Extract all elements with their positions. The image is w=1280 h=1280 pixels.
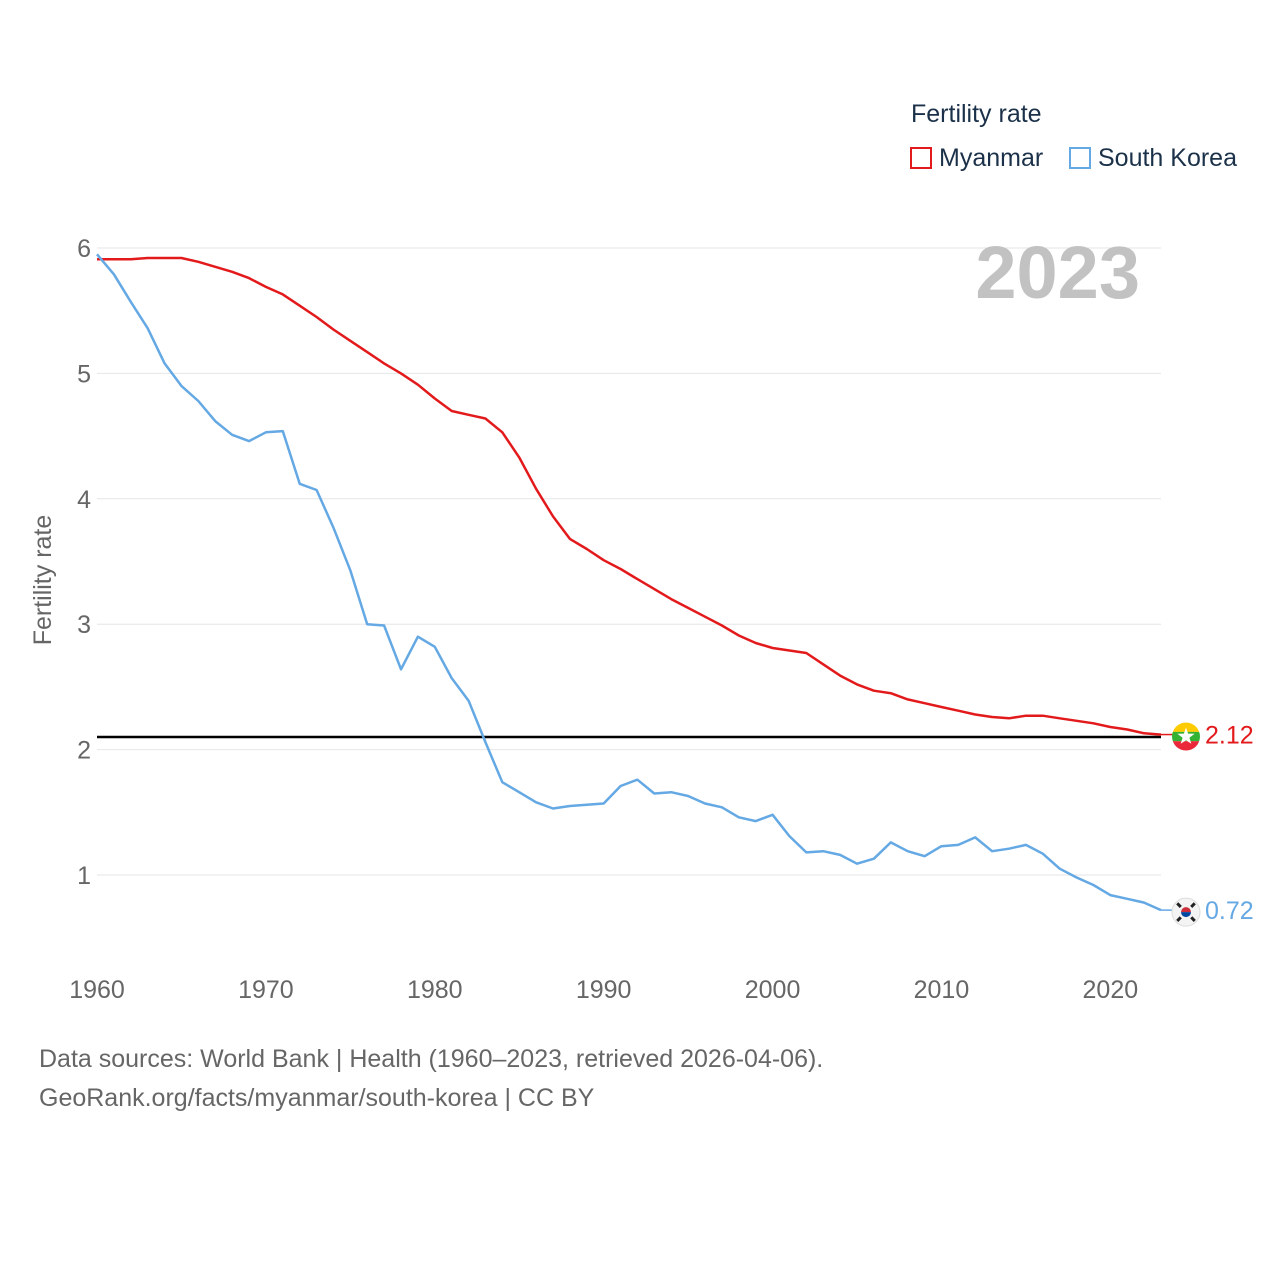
legend-label-myanmar: Myanmar — [939, 143, 1044, 172]
x-tick-label-2000: 2000 — [745, 976, 801, 1004]
x-tick-label-1990: 1990 — [576, 976, 632, 1004]
flag-icon-south-korea — [1171, 897, 1201, 927]
legend-swatch-south-korea — [1069, 147, 1091, 169]
x-tick-label-1980: 1980 — [407, 976, 463, 1004]
gridlines — [97, 247, 1161, 876]
x-tick-label-2010: 2010 — [914, 976, 970, 1004]
series-lines — [96, 253, 1162, 912]
legend-title: Fertility rate — [911, 100, 1042, 128]
y-tick-label-3: 3 — [77, 611, 91, 639]
x-tick-label-1960: 1960 — [69, 976, 125, 1004]
footer-sources: Data sources: World Bank | Health (1960–… — [39, 1045, 824, 1073]
x-tick-label-1970: 1970 — [238, 976, 294, 1004]
y-tick-label-1: 1 — [77, 862, 91, 890]
flag-icon-myanmar — [1172, 722, 1200, 751]
end-value-label-south-korea: 0.72 — [1205, 897, 1254, 925]
series-line-south-korea — [96, 253, 1162, 912]
series-end-markers: 2.12 0.72 — [1161, 722, 1254, 927]
x-axis-ticks: 1960 1970 1980 1990 2000 2010 2020 — [69, 976, 1138, 1004]
end-value-label-myanmar: 2.12 — [1205, 722, 1254, 750]
y-tick-label-2: 2 — [77, 737, 91, 765]
legend-item-myanmar[interactable]: Myanmar — [910, 143, 1043, 173]
legend-label-south-korea: South Korea — [1098, 143, 1237, 172]
y-axis-ticks: 1 2 3 4 5 6 — [77, 235, 91, 890]
y-axis-label: Fertility rate — [29, 515, 57, 646]
y-tick-label-4: 4 — [77, 486, 91, 514]
x-tick-label-2020: 2020 — [1083, 976, 1139, 1004]
footer-attribution[interactable]: GeoRank.org/facts/myanmar/south-korea | … — [39, 1084, 595, 1112]
y-tick-label-6: 6 — [77, 235, 91, 263]
series-line-myanmar — [97, 256, 1162, 736]
year-watermark: 2023 — [975, 231, 1140, 314]
legend-swatch-myanmar — [910, 147, 932, 169]
legend-item-south-korea[interactable]: South Korea — [1069, 143, 1237, 173]
y-tick-label-5: 5 — [77, 360, 91, 388]
